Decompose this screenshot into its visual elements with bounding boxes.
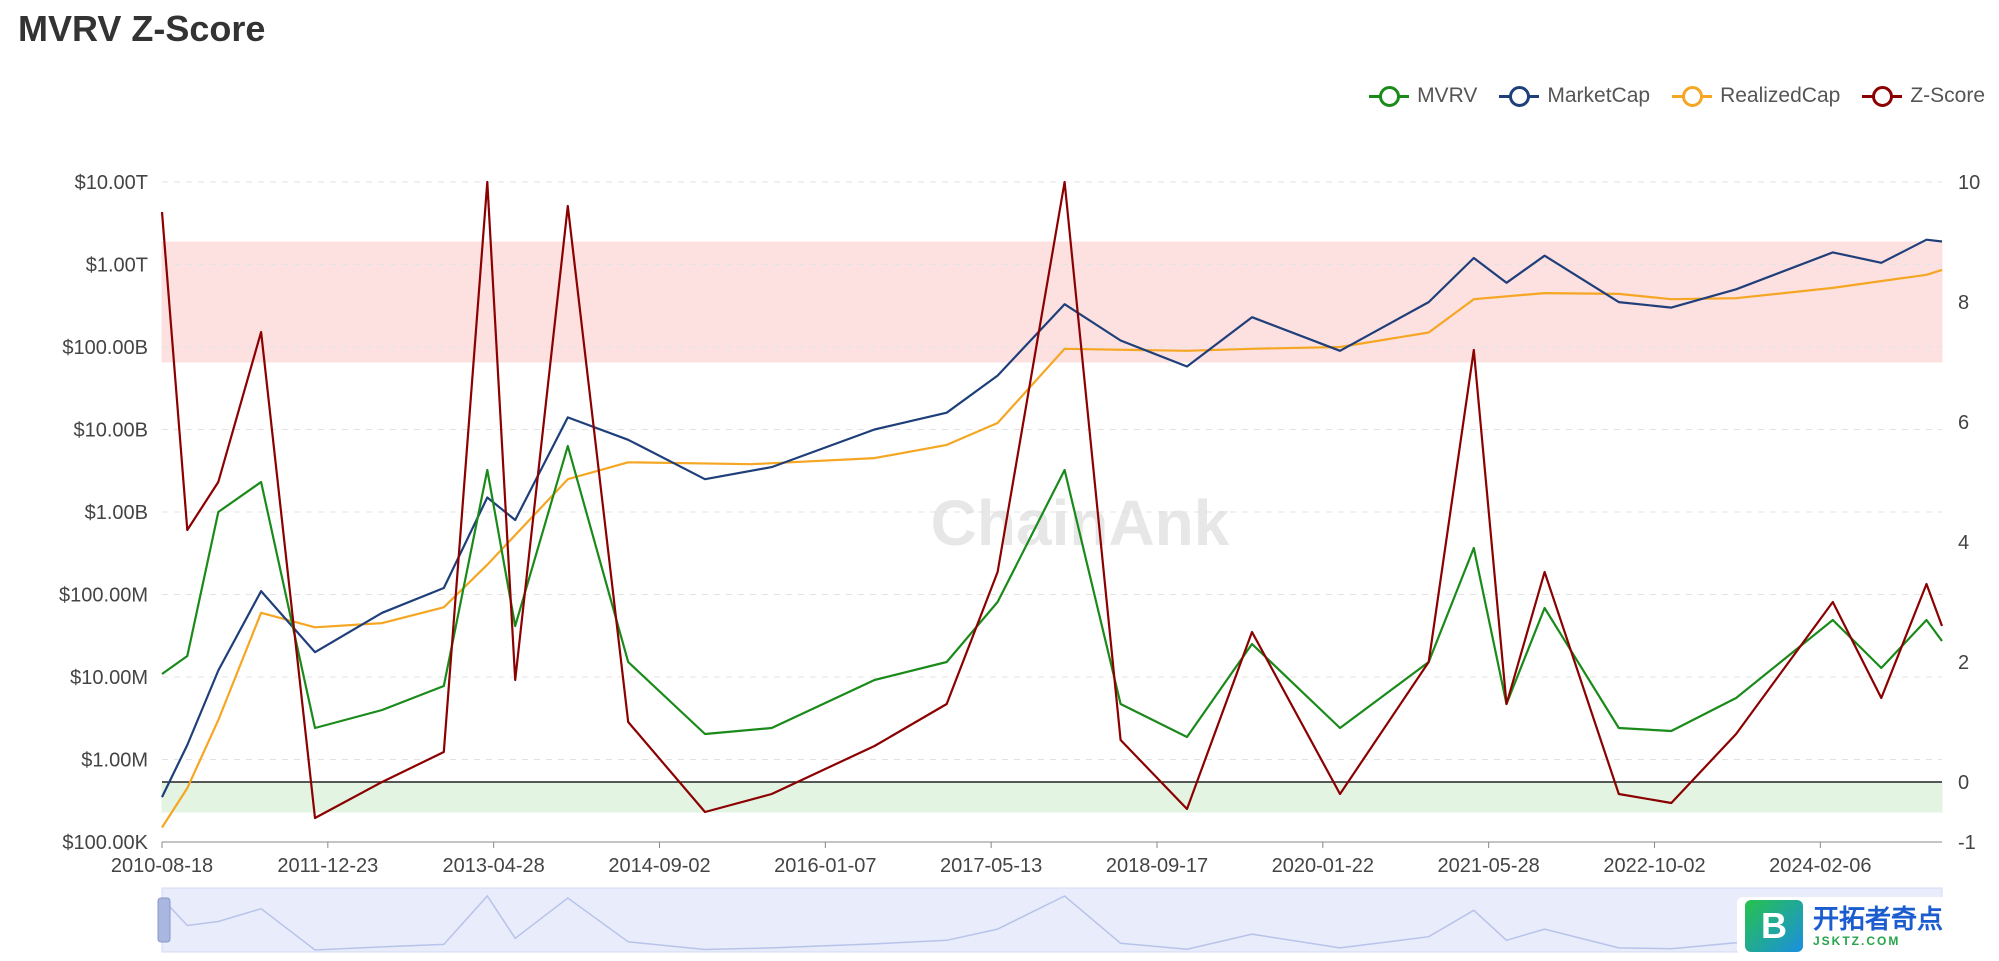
band-1 — [161, 781, 1943, 813]
x-tick-label: 2010-08-18 — [111, 855, 213, 877]
series-line-marketcap — [161, 238, 1943, 798]
band-0 — [161, 241, 1943, 363]
legend: MVRV MarketCap RealizedCap Z-Score — [1369, 84, 1985, 108]
y-left-tick-label: $10.00M — [70, 667, 148, 689]
x-tick-label: 2011-12-23 — [277, 855, 378, 877]
site-badge: B 开拓者奇点 JSKTZ.COM — [1737, 897, 1985, 955]
chart-title: MVRV Z-Score — [18, 8, 266, 49]
zoom-handle-left — [157, 897, 171, 943]
badge-en-text: JSKTZ.COM — [1813, 934, 1901, 948]
y-right-tick-label: 10 — [1958, 172, 1980, 194]
y-left-tick-label: $1.00T — [86, 255, 148, 277]
y-right-tick-label: 4 — [1958, 532, 1969, 554]
legend-mvrv-label: MVRV — [1417, 84, 1478, 107]
zoom-slider — [157, 887, 1943, 953]
y-right-tick-label: 6 — [1958, 412, 1969, 434]
x-axis: 2010-08-18 2011-12-23 2013-04-28 2014-09-02… — [111, 841, 1942, 877]
legend-item-mvrv[interactable]: MVRV — [1369, 84, 1477, 108]
x-tick-label: 2014-09-02 — [608, 855, 710, 877]
zoom-track — [161, 887, 1943, 953]
x-tick-label: 2021-05-28 — [1438, 855, 1540, 877]
legend-marketcap-icon — [1499, 86, 1540, 107]
badge-logo-icon: B — [1745, 900, 1803, 952]
x-tick-label: 2022-10-02 — [1603, 855, 1705, 877]
legend-item-marketcap[interactable]: MarketCap — [1499, 84, 1650, 108]
y-left-axis: $100.00K $1.00M $10.00M $100.00M $1.00B $10.0… — [59, 172, 149, 854]
legend-realizedcap-icon — [1672, 86, 1713, 107]
x-tick-label: 2018-09-17 — [1106, 855, 1208, 877]
x-tick-label: 2013-04-28 — [443, 855, 545, 877]
y-left-tick-label: $1.00B — [85, 502, 148, 524]
x-tick-label: 2016-01-07 — [774, 855, 876, 877]
zoom-preview-line — [161, 894, 1943, 951]
badge-cn-text: 开拓者奇点 — [1813, 904, 1944, 934]
x-tick-label: 2024-02-06 — [1769, 855, 1871, 877]
watermark-text: ChainAnk — [931, 487, 1230, 559]
legend-item-zscore[interactable]: Z-Score — [1862, 84, 1985, 108]
y-left-tick-label: $1.00M — [81, 750, 148, 772]
x-tick-label: 2017-05-13 — [940, 855, 1042, 877]
legend-zscore-label: Z-Score — [1910, 84, 1985, 107]
legend-mvrv-icon — [1369, 86, 1410, 107]
series-line-realizedcap — [161, 268, 1943, 829]
y-right-tick-label: 8 — [1958, 292, 1969, 314]
series-line-zscore — [160, 180, 1944, 820]
y-right-tick-label: -1 — [1958, 832, 1976, 854]
bands-layer — [161, 241, 1943, 813]
y-left-tick-label: $100.00M — [59, 585, 148, 607]
y-left-tick-label: $10.00B — [73, 420, 148, 442]
series-layer — [160, 180, 1944, 829]
series-line-mvrv — [161, 444, 1943, 739]
y-left-tick-label: $10.00T — [75, 172, 148, 194]
x-tick-label: 2020-01-22 — [1272, 855, 1374, 877]
legend-realizedcap-label: RealizedCap — [1720, 84, 1841, 107]
legend-item-realizedcap[interactable]: RealizedCap — [1672, 84, 1840, 108]
y-right-axis: -1 0 2 4 6 8 10 — [1958, 172, 1980, 854]
legend-marketcap-label: MarketCap — [1547, 84, 1651, 107]
y-right-tick-label: 2 — [1958, 652, 1969, 674]
y-right-tick-label: 0 — [1958, 772, 1969, 794]
legend-zscore-icon — [1862, 86, 1903, 107]
y-left-tick-label: $100.00B — [62, 337, 148, 359]
y-left-tick-label: $100.00K — [62, 832, 148, 854]
